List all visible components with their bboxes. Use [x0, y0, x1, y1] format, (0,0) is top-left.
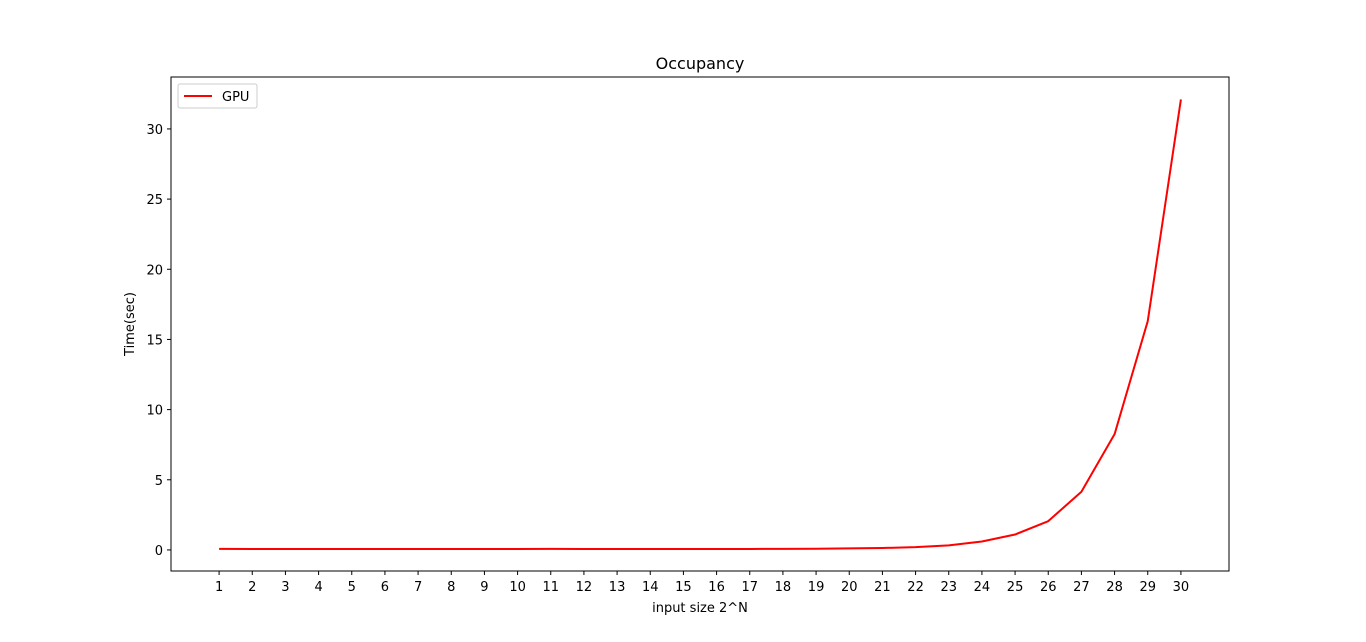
legend-label-gpu: GPU: [222, 90, 249, 105]
x-tick-label: 20: [841, 580, 858, 595]
x-tick-label: 26: [1040, 580, 1057, 595]
x-tick-label: 2: [248, 580, 256, 595]
x-tick-label: 10: [509, 580, 526, 595]
x-tick-label: 19: [808, 580, 825, 595]
x-tick-label: 8: [447, 580, 455, 595]
legend: GPU: [177, 83, 258, 109]
y-tick-label: 30: [146, 123, 163, 138]
legend-box: [177, 83, 258, 109]
y-axis-label: Time(sec): [123, 292, 138, 357]
x-tick-label: 6: [381, 580, 389, 595]
y-tick-label: 25: [146, 193, 163, 208]
x-tick-label: 30: [1173, 580, 1190, 595]
y-tick-label: 20: [146, 263, 163, 278]
x-tick-label: 24: [974, 580, 991, 595]
x-tick-label: 12: [576, 580, 593, 595]
x-tick-label: 15: [675, 580, 692, 595]
x-tick-label: 29: [1139, 580, 1156, 595]
axes-frame: [170, 76, 1230, 572]
x-tick-label: 23: [940, 580, 957, 595]
chart-title: Occupancy: [656, 54, 745, 73]
x-tick-label: 4: [314, 580, 322, 595]
x-tick-label: 3: [281, 580, 289, 595]
y-tick-label: 5: [155, 474, 163, 489]
x-tick-label: 27: [1073, 580, 1090, 595]
x-tick-label: 7: [414, 580, 422, 595]
x-tick-label: 22: [907, 580, 924, 595]
x-axis-ticks: 1 2 3 4 5 6 7 8 9 10 11 12 13 14 15 16 17 18 19 20 21 22 23 24 2…: [215, 571, 1189, 595]
x-tick-label: 14: [642, 580, 659, 595]
y-tick-label: 0: [155, 544, 163, 559]
x-tick-label: 17: [741, 580, 758, 595]
plot-area: [219, 99, 1182, 550]
x-tick-label: 25: [1007, 580, 1024, 595]
x-tick-label: 11: [542, 580, 559, 595]
y-tick-label: 10: [146, 404, 163, 419]
x-tick-label: 18: [775, 580, 792, 595]
x-tick-label: 21: [874, 580, 891, 595]
y-tick-label: 15: [146, 333, 163, 348]
x-tick-label: 9: [480, 580, 488, 595]
series-line-gpu: [219, 99, 1182, 550]
x-tick-label: 28: [1106, 580, 1123, 595]
x-tick-label: 5: [348, 580, 356, 595]
x-axis-label: input size 2^N: [652, 601, 748, 616]
x-tick-label: 16: [708, 580, 725, 595]
x-tick-label: 13: [609, 580, 626, 595]
x-tick-label: 1: [215, 580, 223, 595]
y-axis-ticks: 0 5 10 15 20 25 30: [146, 123, 171, 559]
